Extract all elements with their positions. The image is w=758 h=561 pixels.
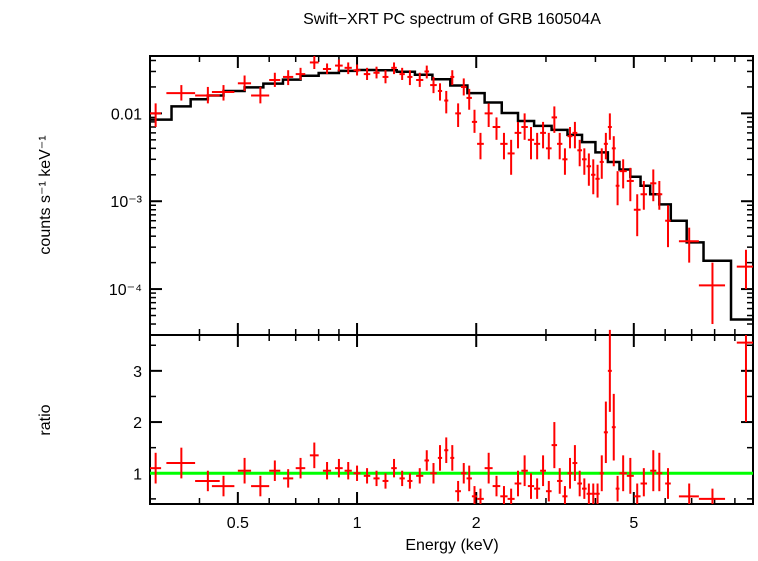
spectrum-ylabel: counts s⁻¹ keV⁻¹: [37, 135, 54, 254]
y-tick-label: 10⁻³: [110, 194, 142, 211]
x-tick-label: 1: [353, 515, 362, 532]
y-tick-label: 1: [133, 466, 142, 483]
ratio-ylabel: ratio: [37, 404, 54, 435]
y-tick-label: 0.01: [111, 106, 142, 123]
x-tick-label: 2: [472, 515, 481, 532]
y-tick-label: 3: [133, 364, 142, 381]
spectrum-plot-frame: [149, 55, 754, 336]
chart-title: Swift−XRT PC spectrum of GRB 160504A: [303, 11, 601, 28]
ratio-panel: ratio 1 2 3: [37, 329, 754, 505]
x-axis-label: Energy (keV): [405, 537, 498, 554]
ratio-plot-frame: [149, 334, 754, 505]
y-tick-label: 10⁻⁴: [109, 282, 142, 299]
x-tick-label: 5: [629, 515, 638, 532]
x-tick-label: 0.5: [227, 515, 249, 532]
spectrum-panel: counts s⁻¹ keV⁻¹ 0.01 10⁻³ 10⁻⁴: [37, 55, 754, 336]
model-step-line: [150, 68, 753, 321]
y-tick-label: 2: [133, 415, 142, 432]
